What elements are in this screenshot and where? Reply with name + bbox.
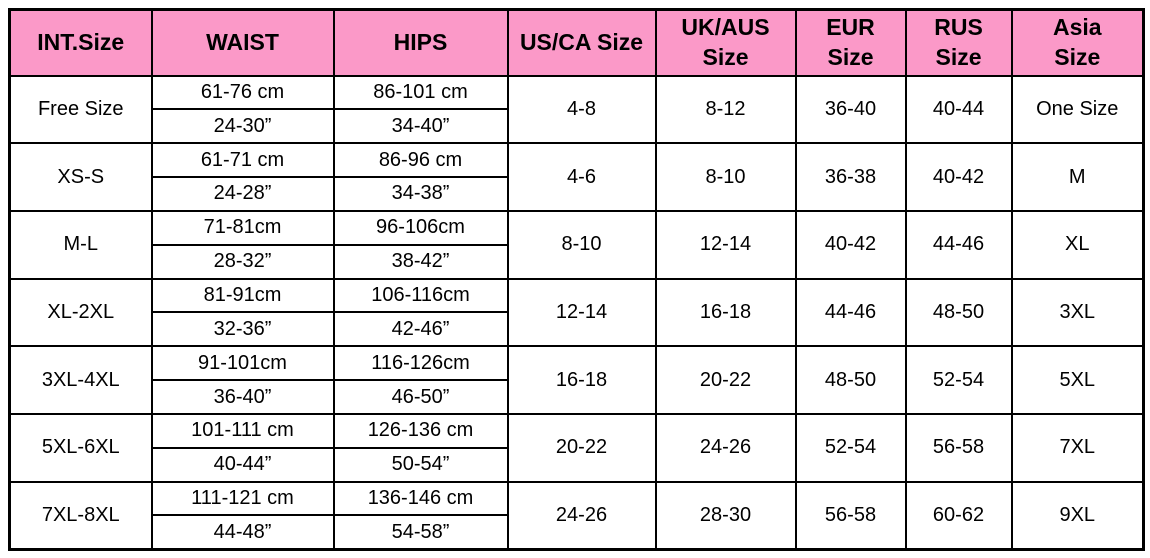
cell-eur-size: 44-46 (794, 277, 907, 348)
size-row-cm: 3XL-4XL 91-101cm 116-126cm 16-18 20-22 48-50 5… (8, 345, 1145, 415)
cell-hips-cm: 136-146 cm (332, 480, 509, 517)
cell-asia-size: 3XL (1010, 277, 1145, 348)
cell-int-size: 3XL-4XL (8, 345, 153, 415)
size-row-inch: 32-36” 42-46” (10, 311, 1144, 348)
cell-waist-cm: 61-71 cm (150, 142, 335, 179)
cell-waist-inch: 32-36” (150, 311, 335, 348)
cell-eur-size: 52-54 (794, 412, 907, 483)
size-row-inch: 24-30” 34-40” (10, 108, 1144, 145)
cell-waist-inch: 44-48” (150, 514, 335, 551)
cell-waist-cm: 61-76 cm (150, 74, 335, 111)
cell-hips-cm: 86-96 cm (332, 142, 509, 179)
cell-eur-size: 36-38 (794, 142, 907, 212)
cell-uk-aus-size: 20-22 (654, 345, 797, 415)
size-row-inch: 36-40” 46-50” (10, 379, 1144, 415)
cell-int-size: M-L (8, 209, 153, 280)
size-row-inch: 40-44” 50-54” (10, 446, 1144, 483)
cell-hips-inch: 38-42” (332, 243, 509, 280)
header-cell-asia-size: Asia Size (1010, 8, 1145, 77)
header-row: INT.Size WAIST HIPS US/CA Size UK/AUS Size EU… (8, 8, 1145, 77)
cell-rus-size: 44-46 (904, 209, 1013, 280)
cell-rus-size: 40-44 (904, 74, 1013, 145)
cell-asia-size: 5XL (1010, 345, 1145, 415)
cell-us-ca-size: 12-14 (506, 277, 657, 348)
cell-waist-inch: 24-30” (150, 108, 335, 145)
cell-us-ca-size: 16-18 (506, 345, 657, 415)
cell-int-size: XL-2XL (8, 277, 153, 348)
cell-uk-aus-size: 8-10 (654, 142, 797, 212)
size-row-inch: 44-48” 54-58” (10, 514, 1144, 551)
size-chart-body: Free Size 61-76 cm 86-101 cm 4-8 8-12 36-40 40… (8, 74, 1145, 551)
cell-hips-inch: 34-40” (332, 108, 509, 145)
cell-eur-size: 48-50 (794, 345, 907, 415)
cell-waist-inch: 40-44” (150, 446, 335, 483)
cell-waist-cm: 81-91cm (150, 277, 335, 314)
header-cell-rus-size: RUS Size (904, 8, 1013, 77)
cell-eur-size: 56-58 (794, 480, 907, 551)
cell-rus-size: 40-42 (904, 142, 1013, 212)
cell-uk-aus-size: 28-30 (654, 480, 797, 551)
cell-rus-size: 52-54 (904, 345, 1013, 415)
cell-us-ca-size: 20-22 (506, 412, 657, 483)
cell-hips-inch: 54-58” (332, 514, 509, 551)
header-cell-waist: WAIST (150, 8, 335, 77)
cell-waist-inch: 28-32” (150, 243, 335, 280)
header-cell-eur-size: EUR Size (794, 8, 907, 77)
cell-hips-cm: 126-136 cm (332, 412, 509, 449)
cell-rus-size: 48-50 (904, 277, 1013, 348)
cell-hips-cm: 96-106cm (332, 209, 509, 246)
cell-hips-inch: 42-46” (332, 311, 509, 348)
cell-us-ca-size: 4-8 (506, 74, 657, 145)
cell-int-size: 5XL-6XL (8, 412, 153, 483)
cell-uk-aus-size: 16-18 (654, 277, 797, 348)
cell-waist-cm: 71-81cm (150, 209, 335, 246)
size-chart-table: INT.Size WAIST HIPS US/CA Size UK/AUS Size EU… (8, 8, 1145, 551)
cell-asia-size: 9XL (1010, 480, 1145, 551)
cell-waist-cm: 91-101cm (150, 345, 335, 382)
cell-uk-aus-size: 24-26 (654, 412, 797, 483)
cell-asia-size: One Size (1010, 74, 1145, 145)
cell-asia-size: M (1010, 142, 1145, 212)
size-row-cm: Free Size 61-76 cm 86-101 cm 4-8 8-12 36-40 40… (8, 74, 1145, 145)
cell-int-size: 7XL-8XL (8, 480, 153, 551)
cell-us-ca-size: 8-10 (506, 209, 657, 280)
cell-hips-cm: 86-101 cm (332, 74, 509, 111)
size-row-inch: 28-32” 38-42” (10, 243, 1144, 280)
header-cell-us-ca-size: US/CA Size (506, 8, 657, 77)
cell-us-ca-size: 24-26 (506, 480, 657, 551)
cell-hips-cm: 106-116cm (332, 277, 509, 314)
cell-uk-aus-size: 12-14 (654, 209, 797, 280)
header-cell-hips: HIPS (332, 8, 509, 77)
cell-waist-inch: 24-28” (150, 176, 335, 212)
size-row-inch: 24-28” 34-38” (10, 176, 1144, 212)
cell-waist-inch: 36-40” (150, 379, 335, 415)
cell-int-size: XS-S (8, 142, 153, 212)
cell-int-size: Free Size (8, 74, 153, 145)
size-row-cm: XL-2XL 81-91cm 106-116cm 12-14 16-18 44-46 48-… (8, 277, 1145, 348)
cell-hips-inch: 50-54” (332, 446, 509, 483)
cell-eur-size: 36-40 (794, 74, 907, 145)
cell-uk-aus-size: 8-12 (654, 74, 797, 145)
cell-eur-size: 40-42 (794, 209, 907, 280)
cell-waist-cm: 101-111 cm (150, 412, 335, 449)
cell-asia-size: XL (1010, 209, 1145, 280)
cell-hips-inch: 46-50” (332, 379, 509, 415)
size-row-cm: M-L 71-81cm 96-106cm 8-10 12-14 40-42 44-46 XL (8, 209, 1145, 280)
cell-hips-cm: 116-126cm (332, 345, 509, 382)
size-row-cm: XS-S 61-71 cm 86-96 cm 4-6 8-10 36-38 40-42 M (8, 142, 1145, 212)
size-row-cm: 5XL-6XL 101-111 cm 126-136 cm 20-22 24-26 52-… (8, 412, 1145, 483)
cell-waist-cm: 111-121 cm (150, 480, 335, 517)
cell-hips-inch: 34-38” (332, 176, 509, 212)
header-cell-int-size: INT.Size (8, 8, 153, 77)
cell-rus-size: 56-58 (904, 412, 1013, 483)
cell-asia-size: 7XL (1010, 412, 1145, 483)
cell-us-ca-size: 4-6 (506, 142, 657, 212)
header-cell-uk-aus-size: UK/AUS Size (654, 8, 797, 77)
size-row-cm: 7XL-8XL 111-121 cm 136-146 cm 24-26 28-30 56-… (8, 480, 1145, 551)
cell-rus-size: 60-62 (904, 480, 1013, 551)
